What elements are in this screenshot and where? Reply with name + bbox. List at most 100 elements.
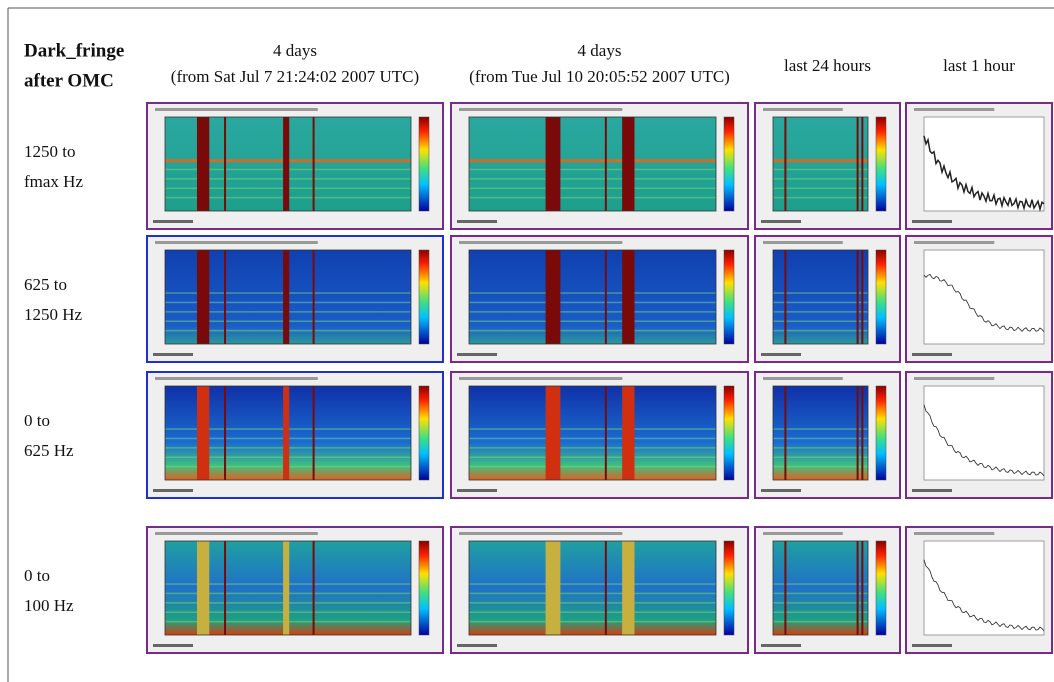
column-header: 4 days xyxy=(273,41,317,60)
column-header: (from Sat Jul 7 21:24:02 2007 UTC) xyxy=(171,67,419,86)
column-header: (from Tue Jul 10 20:05:52 2007 UTC) xyxy=(469,67,730,86)
spectrogram xyxy=(469,541,716,635)
row-label: 625 to xyxy=(24,275,67,294)
spectral-line xyxy=(469,320,716,322)
dead-time xyxy=(196,541,210,635)
dead-time xyxy=(784,117,787,211)
row-label: 0 to xyxy=(24,411,50,430)
dead-time xyxy=(856,541,859,635)
thumbnail-footer xyxy=(761,644,801,647)
dead-time xyxy=(784,250,787,344)
dead-time xyxy=(312,386,315,480)
spectral-line xyxy=(773,456,868,458)
colorbar xyxy=(875,116,887,212)
axis-frame xyxy=(164,385,412,481)
thumbnail-caption xyxy=(914,108,995,111)
spectral-line xyxy=(773,592,868,595)
spectral-line xyxy=(469,437,716,440)
thumbnail-caption xyxy=(914,532,995,535)
dead-time xyxy=(622,386,635,480)
dead-time xyxy=(545,117,561,211)
thumbnail-footer xyxy=(153,644,193,647)
spectral-line xyxy=(469,301,716,304)
thumbnail-caption xyxy=(459,241,623,244)
spectrum-trace xyxy=(923,135,1045,212)
colorbar xyxy=(723,540,735,636)
plot-area xyxy=(923,385,1045,481)
spectral-line xyxy=(469,465,716,468)
thumbnail-footer xyxy=(761,220,801,223)
thumbnail-footer xyxy=(153,353,193,356)
spectrogram xyxy=(773,386,868,480)
thumbnail-footer xyxy=(457,353,497,356)
spectrogram xyxy=(469,250,716,344)
thumbnail-footer xyxy=(761,353,801,356)
axis-frame xyxy=(164,116,412,212)
spectral-line xyxy=(773,311,868,313)
dead-time xyxy=(224,541,227,635)
dead-time xyxy=(545,250,561,344)
row-label: 100 Hz xyxy=(24,596,74,615)
spectral-line xyxy=(469,311,716,313)
row-label: 0 to xyxy=(24,566,50,585)
dead-time xyxy=(545,386,561,480)
colorbar xyxy=(418,116,430,212)
spectral-line xyxy=(773,320,868,322)
dead-time xyxy=(283,117,290,211)
dead-time xyxy=(856,250,859,344)
dead-time xyxy=(604,541,607,635)
thumbnail-caption xyxy=(459,532,623,535)
dead-time xyxy=(622,250,635,344)
spectral-line xyxy=(773,168,868,171)
spectral-line xyxy=(469,168,716,171)
spectral-line xyxy=(773,196,868,199)
spectral-line xyxy=(469,292,716,294)
spectral-line xyxy=(469,620,716,623)
spectral-line xyxy=(773,178,868,180)
spectral-line xyxy=(773,292,868,294)
axis-frame xyxy=(468,249,717,345)
axis-frame xyxy=(164,249,412,345)
thumbnail-caption xyxy=(763,532,843,535)
dead-time xyxy=(196,117,210,211)
dead-time xyxy=(861,250,864,344)
table-title: after OMC xyxy=(24,70,114,91)
dead-time xyxy=(622,117,635,211)
plot-area xyxy=(923,249,1045,345)
column-header: last 24 hours xyxy=(784,56,871,75)
dead-time xyxy=(856,386,859,480)
thumbnail-caption xyxy=(914,241,995,244)
dead-time xyxy=(784,386,787,480)
row-label: 625 Hz xyxy=(24,441,74,460)
colorbar xyxy=(875,385,887,481)
axis-frame xyxy=(772,385,869,481)
thumbnail-caption xyxy=(155,108,318,111)
row-label: 1250 Hz xyxy=(24,305,83,324)
thumbnail-caption xyxy=(763,241,843,244)
colorbar xyxy=(418,249,430,345)
axis-frame xyxy=(468,540,717,636)
dead-time xyxy=(861,541,864,635)
spectral-line xyxy=(773,447,868,449)
spectral-line xyxy=(773,159,868,163)
spectral-line xyxy=(469,447,716,449)
axis-frame xyxy=(772,540,869,636)
thumbnail-caption xyxy=(459,108,623,111)
table-title: Dark_fringe xyxy=(24,40,124,61)
dead-time xyxy=(312,250,315,344)
axis-frame xyxy=(164,540,412,636)
column-header: 4 days xyxy=(578,41,622,60)
axis-frame xyxy=(468,385,717,481)
spectrum-trace xyxy=(923,404,1045,477)
dead-time xyxy=(861,117,864,211)
spectral-line xyxy=(773,428,868,430)
spectral-line xyxy=(469,187,716,189)
thumbnail-caption xyxy=(914,377,995,380)
colorbar xyxy=(723,116,735,212)
spectral-line xyxy=(469,592,716,595)
spectral-line xyxy=(469,178,716,180)
spectral-line xyxy=(773,620,868,623)
thumbnail-footer xyxy=(457,489,497,492)
dead-time xyxy=(604,250,607,344)
